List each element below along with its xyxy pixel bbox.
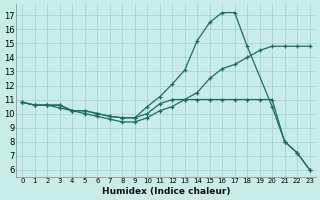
X-axis label: Humidex (Indice chaleur): Humidex (Indice chaleur) (102, 187, 230, 196)
